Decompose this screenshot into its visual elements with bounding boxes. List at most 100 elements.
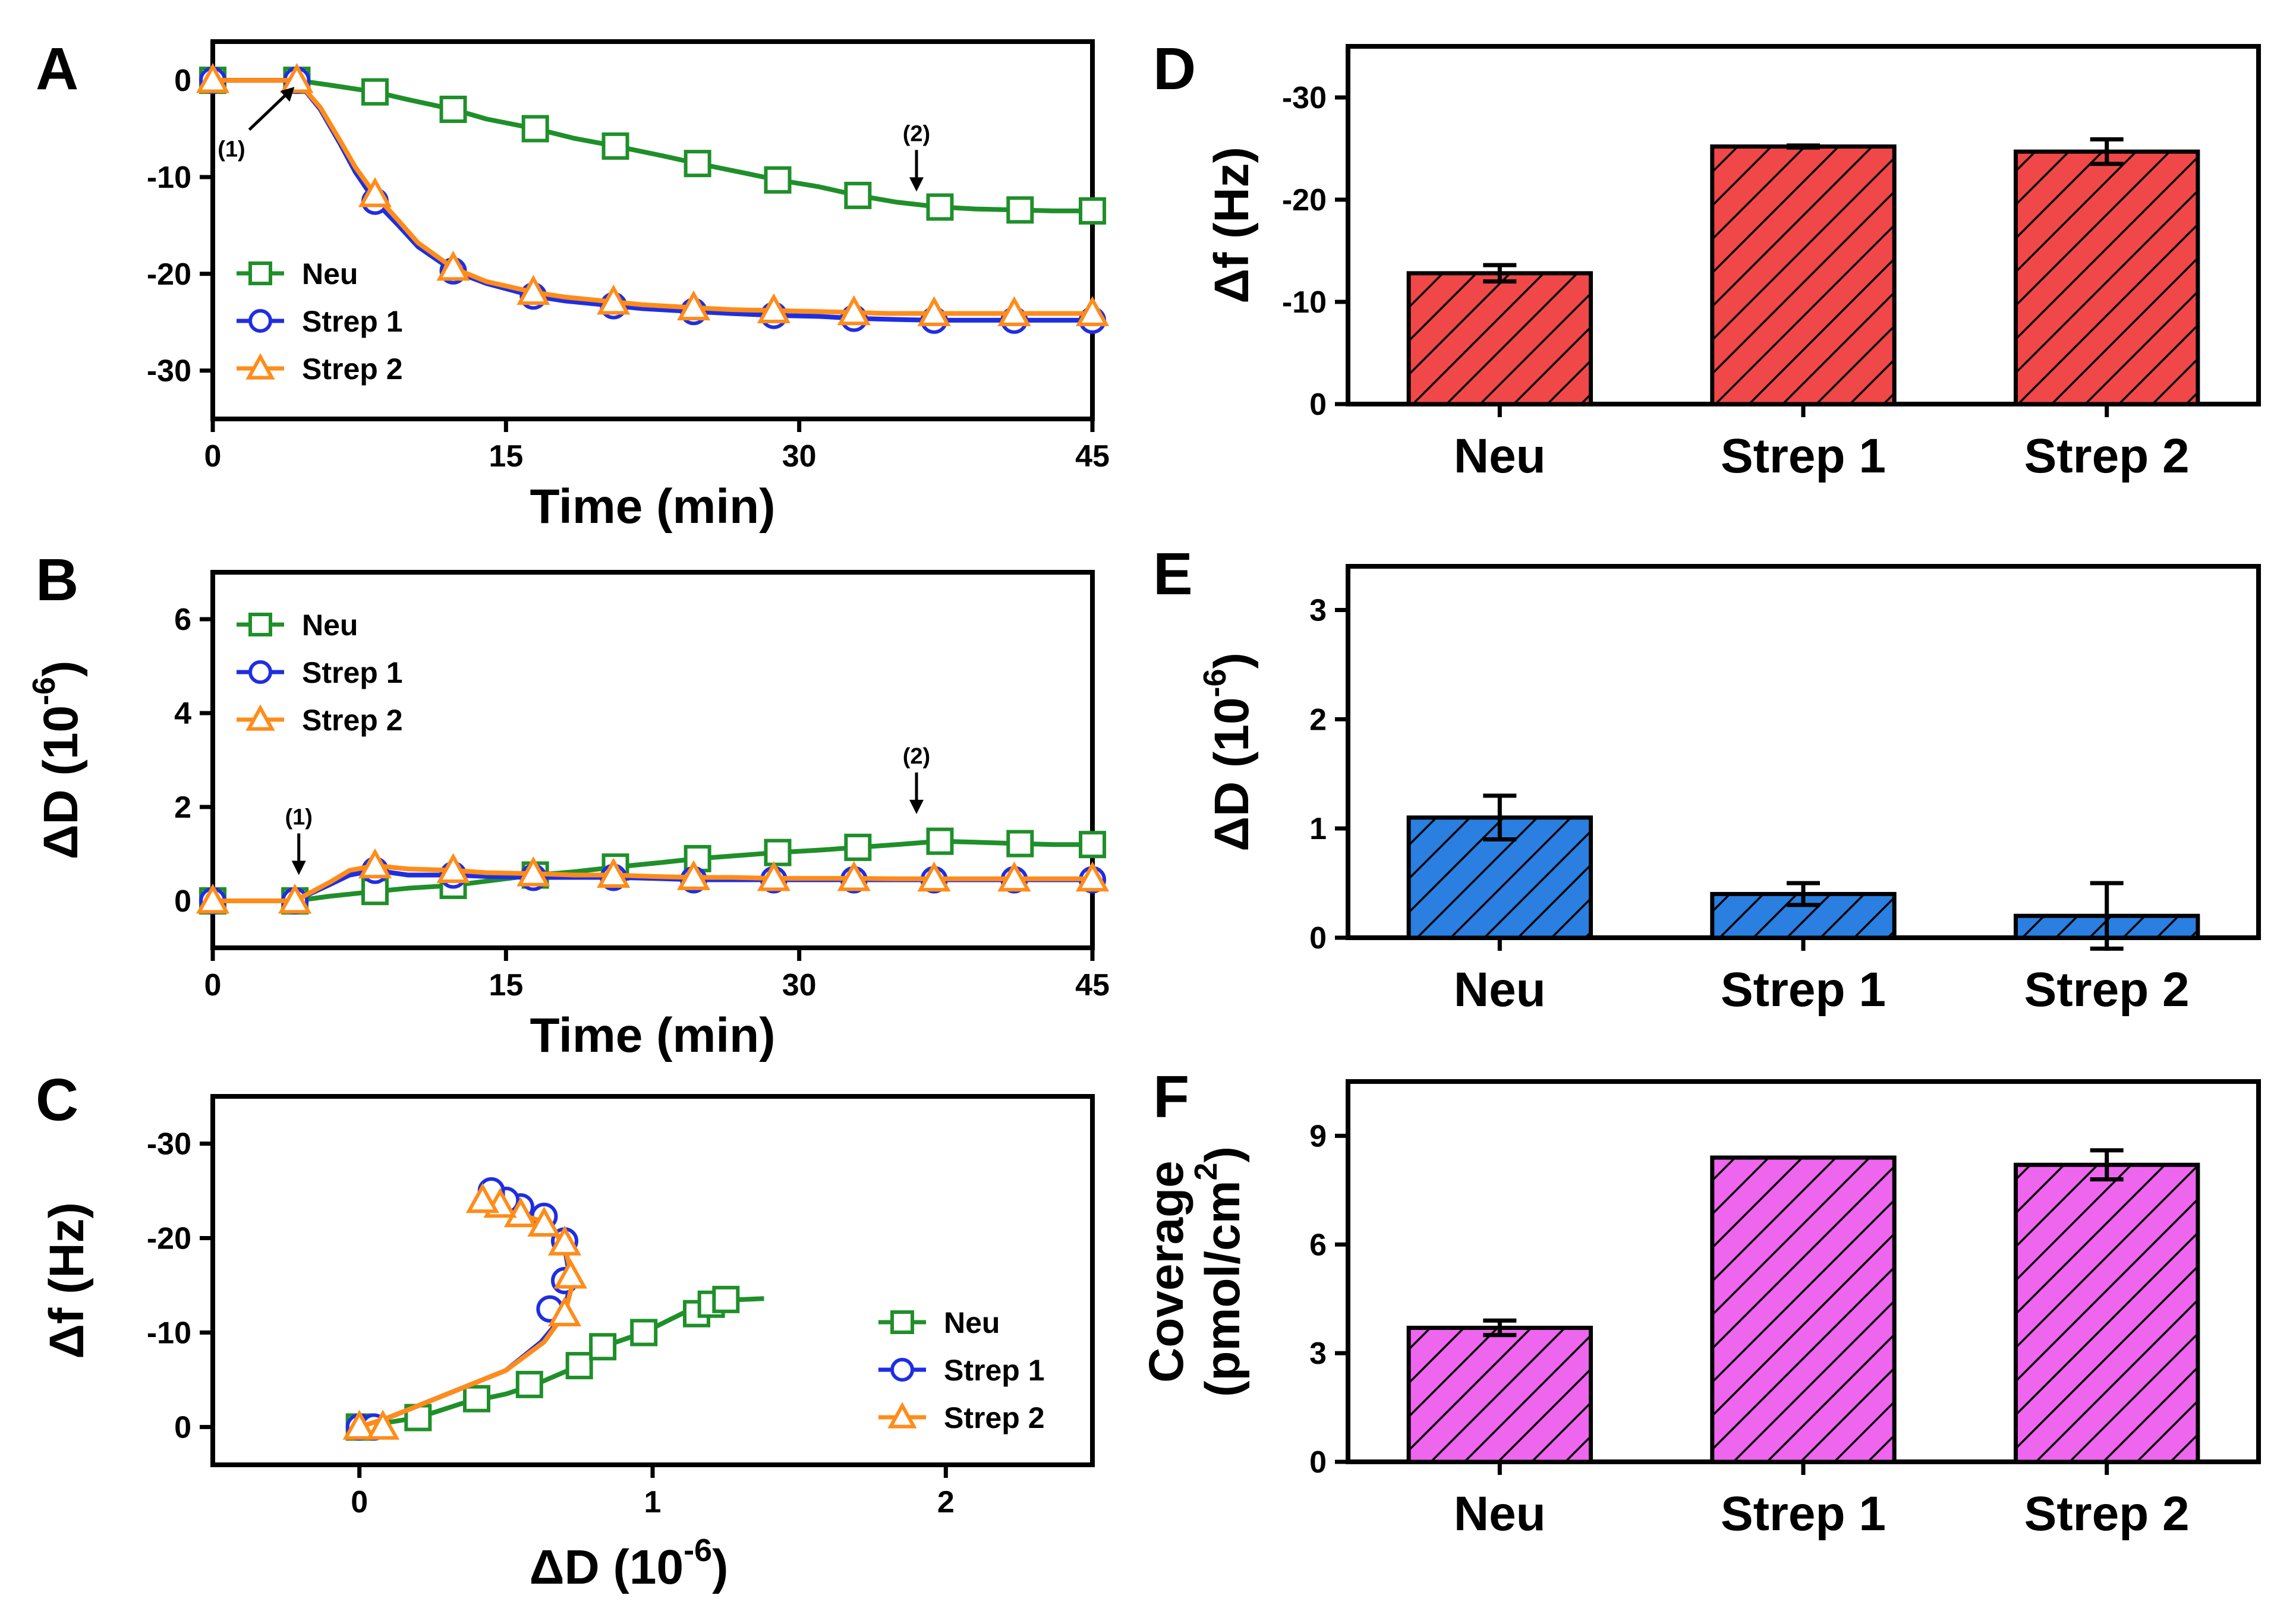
y-tick-label: -10 [147, 1316, 191, 1350]
category-label: Strep 1 [1721, 429, 1886, 483]
data-point [553, 1258, 587, 1289]
x-tick-label: 0 [204, 968, 222, 1002]
data-point [712, 1285, 740, 1313]
series-strep1 [199, 856, 1106, 915]
bar [1710, 144, 1897, 406]
x-tick-label: 30 [782, 439, 817, 474]
legend-label: Strep 1 [302, 305, 403, 338]
x-tick-label: 15 [489, 968, 523, 1002]
data-point [1075, 861, 1110, 892]
annotation-label: (1) [285, 805, 312, 830]
data-point [601, 132, 629, 160]
x-tick-label: 45 [1075, 439, 1110, 474]
bar-group: Strep 2 [2013, 1148, 2200, 1541]
data-point [997, 296, 1031, 326]
legend-label: Strep 1 [944, 1354, 1045, 1387]
y-axis-label-line1: Coverage [1139, 1161, 1193, 1383]
category-label: Strep 1 [1721, 1487, 1886, 1541]
bar [2013, 1162, 2200, 1464]
annotation-label: (2) [903, 744, 930, 769]
data-point [361, 78, 389, 106]
annotation: (1) [218, 87, 295, 162]
y-tick-label: 0 [1309, 1445, 1327, 1480]
y-tick-label: -20 [147, 1221, 191, 1256]
y-axis-label: ΔD (10-6) [1197, 652, 1259, 852]
series-strep2 [196, 848, 1110, 914]
x-axis-label: ΔD (10-6) [530, 1533, 729, 1594]
y-tick-label: 6 [174, 603, 191, 637]
x-tick-label: 2 [937, 1485, 955, 1519]
data-point [366, 1410, 400, 1440]
y-tick-label: -10 [147, 160, 191, 195]
x-tick-label: 0 [204, 439, 222, 474]
bar [1406, 271, 1593, 406]
bar-group: Strep 1 [1710, 881, 1897, 1017]
data-point [515, 1370, 543, 1398]
chart-e: E 0 1 2 3 Neu Strep 1 Strep 2 ΔD (10-6) [1153, 541, 2261, 1017]
data-point [837, 860, 871, 891]
data-point [757, 860, 791, 891]
data-point [597, 284, 631, 315]
x-tick-label: 15 [489, 439, 523, 474]
plot-frame [210, 39, 1095, 421]
data-point [516, 275, 550, 305]
panel-letter: E [1153, 541, 1193, 607]
data-point [1006, 830, 1034, 857]
y-tick-label: 0 [174, 1410, 191, 1445]
data-point [278, 883, 312, 914]
data-point [997, 861, 1031, 892]
data-point [589, 1333, 617, 1361]
data-point [436, 250, 470, 281]
data-point [1079, 197, 1106, 225]
chart-a: A 0 -10 -20 -30 0 15 30 45 Time (min) (1) (2) Neu Str… [36, 36, 1110, 534]
data-point [547, 1225, 582, 1256]
annotation: (2) [903, 121, 930, 192]
y-tick-label: -10 [1282, 285, 1327, 320]
legend-label: Strep 2 [944, 1401, 1045, 1435]
data-point [547, 1296, 582, 1327]
bar-group: Strep 1 [1710, 1155, 1897, 1541]
chart-d: D 0 -10 -20 -30 Neu Strep 1 Strep 2 Δf (Hz) [1153, 36, 2261, 483]
annotation-label: (2) [903, 121, 930, 146]
y-axis-label-line2: (pmol/cm2) [1188, 1146, 1250, 1397]
legend-label: Strep 2 [302, 704, 403, 737]
data-point [196, 62, 230, 93]
x-tick-label: 0 [351, 1485, 368, 1519]
x-tick-label: 45 [1075, 968, 1110, 1002]
data-point [358, 848, 392, 879]
y-tick-label: 6 [1309, 1228, 1327, 1262]
y-tick-label: -20 [147, 257, 191, 292]
legend: Neu Strep 1 Strep 2 [237, 257, 403, 386]
data-point [1075, 296, 1110, 326]
bar-group: Strep 1 [1710, 143, 1897, 483]
data-point [917, 296, 951, 326]
annotation-label: (1) [218, 137, 245, 162]
legend-label: Neu [302, 609, 358, 642]
bar-group: Neu [1406, 1318, 1593, 1541]
y-tick-label: 2 [1309, 702, 1327, 737]
data-point [926, 193, 954, 221]
data-point [630, 1319, 658, 1347]
plot-frame [210, 570, 1095, 950]
legend-marker [890, 1310, 914, 1334]
y-tick-label: -20 [1282, 183, 1327, 217]
y-tick-label: -30 [147, 354, 191, 389]
bar [1710, 1155, 1897, 1464]
panel-letter: D [1153, 36, 1196, 102]
legend-label: Neu [302, 257, 358, 291]
bar [2013, 149, 2200, 406]
data-point [676, 860, 711, 890]
data-point [917, 861, 951, 892]
y-tick-label: 3 [1309, 1336, 1327, 1371]
series-strep2 [342, 1183, 587, 1440]
y-tick-label: 2 [174, 790, 191, 825]
data-point [597, 857, 631, 888]
legend-marker [248, 261, 272, 285]
y-tick-label: 0 [174, 884, 191, 919]
legend-marker [248, 660, 272, 684]
legend-marker [248, 309, 272, 333]
series-neu [345, 1285, 764, 1441]
y-axis-label: Δf (Hz) [1205, 147, 1259, 304]
data-point [521, 115, 549, 143]
panel-letter: C [36, 1067, 78, 1133]
